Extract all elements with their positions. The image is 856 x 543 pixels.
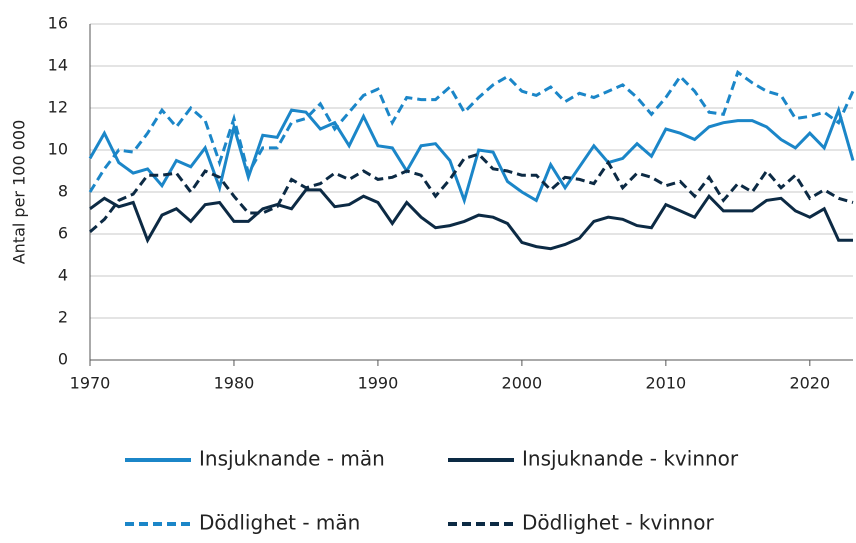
y-tick-label: 4	[58, 266, 68, 285]
legend-label: Insjuknande - kvinnor	[522, 447, 739, 471]
x-tick-label: 1970	[70, 374, 111, 393]
series-line	[88, 69, 855, 193]
y-tick-label: 2	[58, 308, 68, 327]
y-tick-label: 6	[58, 224, 68, 243]
x-tick-label: 1980	[214, 374, 255, 393]
x-tick-label: 1990	[358, 374, 399, 393]
x-tick-label: 2000	[502, 374, 543, 393]
y-tick-label: 14	[48, 56, 68, 75]
y-axis-label: Antal per 100 000	[10, 120, 29, 265]
legend-label: Insjuknande - män	[199, 447, 385, 471]
x-tick-label: 2020	[789, 374, 830, 393]
series-line	[89, 152, 854, 234]
series-line	[89, 188, 853, 251]
y-tick-label: 16	[48, 14, 68, 33]
legend-label: Dödlighet - kvinnor	[522, 511, 714, 535]
y-tick-label: 8	[58, 182, 68, 201]
y-tick-label: 10	[48, 140, 68, 159]
series-line	[88, 105, 855, 206]
y-tick-label: 0	[58, 350, 68, 369]
y-tick-label: 12	[48, 98, 68, 117]
legend-label: Dödlighet - män	[199, 511, 360, 535]
x-tick-label: 2010	[645, 374, 686, 393]
